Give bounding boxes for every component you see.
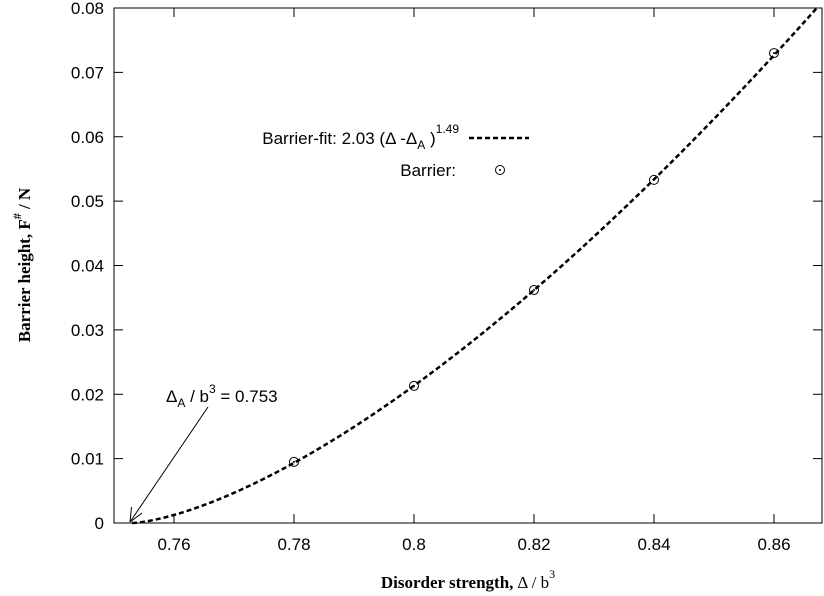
y-tick-label: 0.06 (71, 128, 104, 147)
fit-curve-line (131, 7, 818, 525)
y-tick-label: 0.04 (71, 257, 104, 276)
x-tick-label: 0.76 (157, 535, 190, 554)
barrier-points (289, 48, 779, 467)
barrier-point-dot (773, 52, 775, 55)
y-tick-label: 0.03 (71, 321, 104, 340)
barrier-point-dot (653, 178, 655, 181)
legend-points-marker (495, 165, 505, 175)
barrier-point (409, 380, 419, 391)
threshold-annotation: ΔA / b3 = 0.753 (129, 382, 278, 523)
y-tick-label: 0.08 (71, 0, 104, 18)
threshold-arrow (129, 406, 209, 523)
barrier-point (649, 174, 659, 185)
x-tick-label: 0.86 (757, 535, 790, 554)
x-axis-title: Disorder strength, Δ / b3 (381, 567, 555, 592)
tick-labels: 0.76 0.78 0.8 0.82 0.84 0.86 0 0.01 0.02 0.03 0.04… (71, 0, 791, 554)
barrier-point-dot (413, 384, 415, 387)
legend: Barrier-fit: 2.03 (Δ -ΔA )1.49 Barrier: (262, 122, 529, 180)
threshold-arrow-head (129, 506, 143, 523)
barrier-point (529, 284, 539, 295)
barrier-point (769, 48, 779, 59)
y-tick-label: 0.02 (71, 385, 104, 404)
legend-points-marker-dot (499, 169, 501, 171)
x-tick-label: 0.82 (517, 535, 550, 554)
barrier-point-dot (533, 288, 535, 291)
plot-frame (113, 7, 823, 524)
y-tick-label: 0 (95, 514, 104, 533)
y-tick-label: 0.07 (71, 63, 104, 82)
threshold-annotation-text: ΔA / b3 = 0.753 (166, 382, 278, 410)
barrier-point (289, 456, 299, 467)
barrier-point-dot (293, 460, 295, 463)
legend-fit-label: Barrier-fit: 2.03 (Δ -ΔA )1.49 (262, 122, 459, 152)
y-tick-label: 0.01 (71, 450, 104, 469)
y-tick-label: 0.05 (71, 192, 104, 211)
x-tick-label: 0.78 (277, 535, 310, 554)
legend-points-label: Barrier: (400, 161, 456, 180)
y-axis-title: Barrier height, F# / N (10, 187, 34, 342)
x-tick-label: 0.8 (402, 535, 426, 554)
axis-ticks (114, 7, 822, 524)
x-tick-label: 0.84 (637, 535, 670, 554)
